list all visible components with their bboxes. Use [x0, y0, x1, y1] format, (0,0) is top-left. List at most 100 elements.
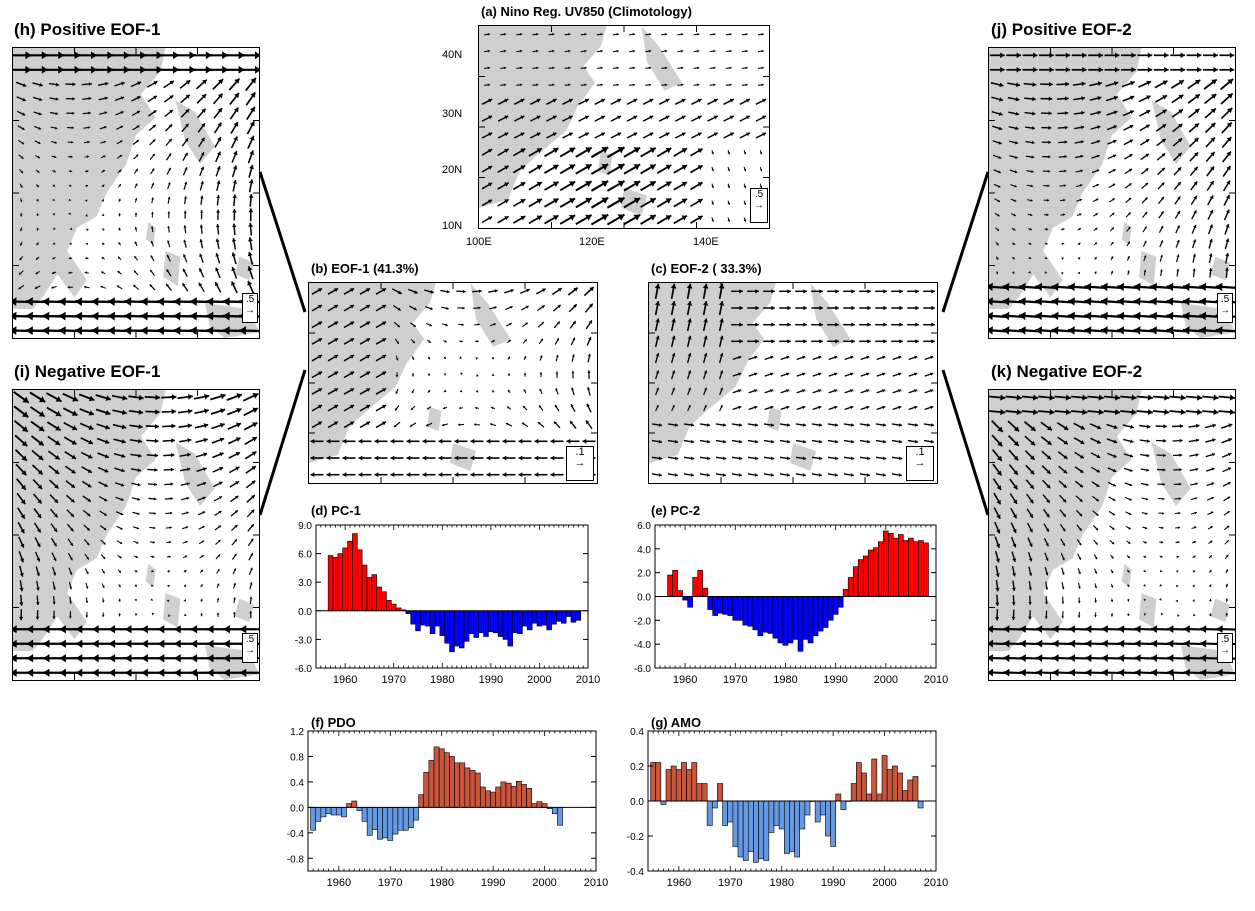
- wind-arrow-head: [523, 406, 526, 409]
- wind-arrow-head: [506, 422, 509, 426]
- pdo-bar-1976: [418, 794, 425, 808]
- wind-arrow-head: [536, 181, 542, 187]
- wind-arrow-head: [552, 132, 557, 137]
- wind-arrow-head: [601, 147, 609, 154]
- wind-arrow-head: [536, 215, 542, 221]
- pc2-bar-1994: [852, 566, 859, 597]
- wind-arrow-head: [350, 371, 354, 376]
- wind-arrow-head: [633, 181, 641, 187]
- pc2-bar-1958: [672, 569, 678, 597]
- wind-arrow-head: [883, 305, 887, 311]
- wind-arrow-head: [755, 322, 759, 327]
- wind-arrow-head: [573, 304, 577, 308]
- wind-arrow-head: [520, 148, 526, 154]
- wind-arrow-head: [914, 355, 918, 359]
- wind-arrow-head: [850, 456, 854, 461]
- wind-arrow-head: [786, 423, 790, 427]
- pc2-bar-1995: [857, 559, 864, 597]
- wind-arrow-head: [697, 98, 702, 103]
- wind-arrow-head: [217, 93, 223, 99]
- amo-bar-2004: [902, 790, 909, 802]
- wind-arrow-head: [169, 109, 173, 114]
- wind-arrow-head: [21, 127, 25, 130]
- wind-arrow-head: [687, 301, 693, 306]
- pc1-bar-1958: [332, 557, 339, 612]
- wind-arrow-head: [494, 306, 497, 309]
- panel-c-ref-value: .1: [915, 446, 925, 458]
- wind-arrow-head: [410, 424, 413, 427]
- wind-arrow-head: [218, 79, 224, 84]
- wind-arrow-head: [883, 322, 887, 327]
- wind-arrow-head: [834, 423, 838, 427]
- wind-arrow-head: [478, 289, 482, 293]
- wind-arrow-head: [867, 289, 871, 294]
- wind-arrow-head: [510, 289, 514, 293]
- wind-arrow-head: [22, 83, 27, 87]
- wind-arrow-head: [552, 33, 555, 36]
- wind-arrow-head: [461, 323, 464, 327]
- wind-arrow-head: [818, 405, 822, 409]
- amo-bar-1969: [722, 800, 729, 826]
- land-continent: [309, 283, 436, 463]
- wind-arrow-head: [633, 214, 641, 221]
- wind-arrow-head: [759, 152, 763, 155]
- wind-arrow-head: [720, 405, 723, 408]
- wind-arrow-head: [672, 405, 675, 408]
- amo-bar-1958: [665, 769, 672, 802]
- wind-arrow-head: [486, 455, 491, 461]
- pc1-bar-1969: [386, 600, 392, 612]
- wind-arrow-head: [572, 354, 575, 357]
- wind-arrow-head: [648, 33, 652, 36]
- wind-arrow-head: [738, 473, 742, 477]
- pc2-bar-1959: [677, 590, 683, 597]
- pc2-title: (e) PC-2: [651, 503, 700, 518]
- amo-bar-1989: [825, 800, 831, 837]
- wind-arrow-head: [633, 98, 638, 103]
- pdo-bar-1970: [387, 807, 394, 841]
- wind-arrow-head: [412, 340, 415, 344]
- wind-arrow-head: [770, 389, 774, 393]
- wind-arrow-head: [601, 132, 605, 137]
- wind-arrow-head: [761, 33, 764, 36]
- pc2-xtick-label: 1990: [823, 674, 847, 686]
- wind-arrow-head: [504, 216, 509, 221]
- wind-arrow-head: [754, 405, 758, 409]
- pc1-bar-1966: [371, 574, 378, 612]
- pc2-bar-1979: [777, 596, 784, 644]
- wind-arrow-head: [318, 354, 322, 359]
- wind-arrow-head: [475, 406, 478, 410]
- wind-arrow-head: [722, 439, 726, 444]
- pc1-bar-1998: [526, 610, 533, 631]
- wind-arrow-head: [930, 439, 934, 444]
- wind-arrow-head: [761, 83, 764, 87]
- amo-ytick-label: 0.0: [630, 797, 644, 808]
- wind-arrow-head: [492, 340, 495, 343]
- wind-arrow-head: [687, 353, 692, 357]
- wind-arrow-head: [713, 33, 716, 36]
- pc2-bar-1972: [742, 596, 749, 626]
- wind-arrow-head: [169, 80, 174, 85]
- wind-arrow-head: [617, 163, 625, 171]
- amo-bar-1973: [742, 800, 749, 861]
- wind-arrow-head: [318, 304, 322, 309]
- wind-arrow-head: [703, 318, 708, 323]
- wind-arrow-head: [438, 472, 443, 478]
- wind-arrow-head: [711, 168, 714, 172]
- wind-arrow-head: [656, 387, 659, 391]
- amo-bar-1999: [876, 793, 883, 802]
- wind-arrow-head: [443, 389, 447, 393]
- wind-arrow-head: [681, 198, 687, 204]
- wind-arrow-head: [518, 472, 523, 478]
- wind-arrow-head: [478, 306, 481, 310]
- wind-arrow-head: [397, 307, 401, 311]
- pc1-bar-1957: [327, 555, 334, 612]
- wind-arrow-head: [850, 389, 854, 393]
- pc1-bar-2003: [551, 610, 557, 625]
- wind-arrow-head: [39, 97, 43, 101]
- wind-arrow-head: [571, 387, 574, 391]
- wind-arrow-head: [233, 107, 239, 113]
- wind-arrow-head: [504, 115, 509, 120]
- wind-arrow-head: [866, 423, 870, 427]
- pc1-bar-1963: [356, 549, 363, 612]
- wind-arrow-head: [754, 423, 758, 427]
